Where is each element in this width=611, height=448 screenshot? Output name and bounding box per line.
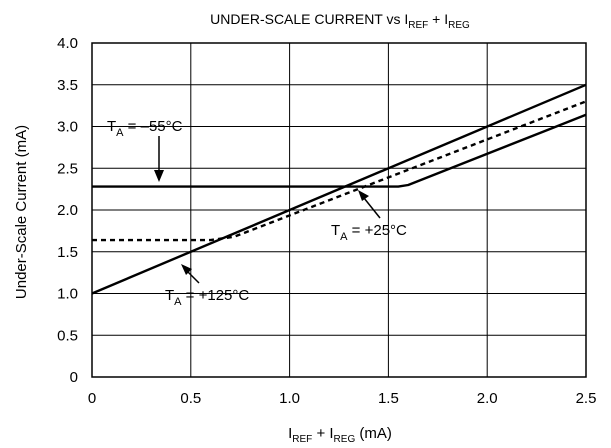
chart-title: UNDER-SCALE CURRENT vs IREF + IREG <box>210 11 470 31</box>
x-tick-label: 2.5 <box>576 390 597 407</box>
y-axis-label: Under-Scale Current (mA) <box>13 125 30 299</box>
y-tick-label: 2.0 <box>57 202 78 219</box>
annotation-plus125: TA = +125°C <box>165 264 249 308</box>
x-axis-label: IREF + IREG (mA) <box>288 425 392 445</box>
series <box>91 83 587 295</box>
x-tick-label: 1.0 <box>279 390 300 407</box>
annotation-minus55-arrow-head <box>154 170 164 182</box>
annotation-plus125-arrow-head <box>181 264 192 275</box>
annotation-plus25-arrow-head <box>358 190 369 201</box>
series-line-plus125 <box>91 83 587 295</box>
tick-labels: 0 0.5 1.0 1.5 2.0 2.5 0 0.5 1.0 1.5 2.0 2.5 3.0 3.5 4.… <box>57 35 596 407</box>
y-tick-label: 0 <box>70 369 78 386</box>
annotation-plus25-arrow-shaft <box>363 197 381 219</box>
x-tick-label: 2.0 <box>477 390 498 407</box>
y-tick-label: 2.5 <box>57 160 78 177</box>
y-tick-label: 3.5 <box>57 77 78 94</box>
svg-text:TA = –55°C: TA = –55°C <box>107 118 183 139</box>
x-tick-label: 0 <box>88 390 96 407</box>
annotation-plus25: TA = +25°C <box>331 190 407 243</box>
annotation-minus55: TA = –55°C <box>107 118 183 182</box>
x-tick-label: 1.5 <box>378 390 399 407</box>
x-tick-label: 0.5 <box>180 390 201 407</box>
y-tick-label: 1.0 <box>57 286 78 303</box>
y-tick-label: 4.0 <box>57 35 78 52</box>
plot-frame <box>91 42 587 378</box>
svg-text:TA = +25°C: TA = +25°C <box>331 222 407 243</box>
y-tick-label: 0.5 <box>57 327 78 344</box>
y-tick-label: 1.5 <box>57 244 78 261</box>
svg-text:TA = +125°C: TA = +125°C <box>165 287 249 308</box>
y-tick-label: 3.0 <box>57 119 78 136</box>
grid <box>91 42 587 378</box>
series-line-minus55 <box>92 113 587 188</box>
